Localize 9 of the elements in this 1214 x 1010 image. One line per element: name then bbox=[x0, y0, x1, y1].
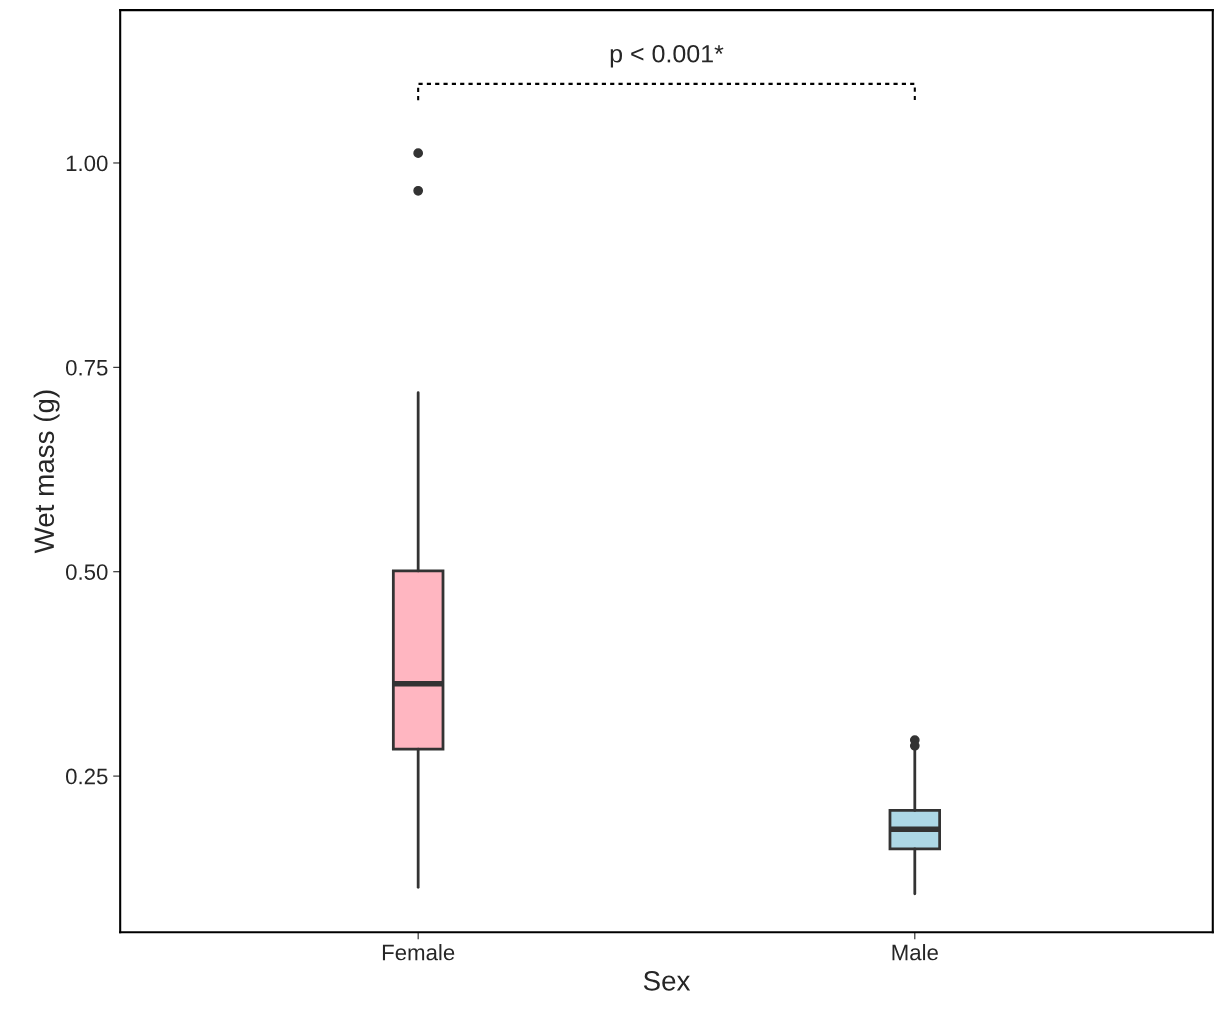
y-tick-label: 0.75 bbox=[66, 359, 108, 376]
y-tick-label: 1.00 bbox=[66, 155, 108, 172]
annotation: p < 0.001* bbox=[610, 44, 724, 68]
x-tick-label: Female bbox=[382, 944, 455, 961]
y-axis-title: Wet mass (g) bbox=[33, 390, 60, 554]
y-tick-label: 0.50 bbox=[66, 564, 108, 580]
y-tick-label: 0.25 bbox=[66, 768, 108, 785]
x-axis-title: Sex bbox=[643, 971, 691, 991]
x-tick-label: Male bbox=[892, 944, 938, 961]
